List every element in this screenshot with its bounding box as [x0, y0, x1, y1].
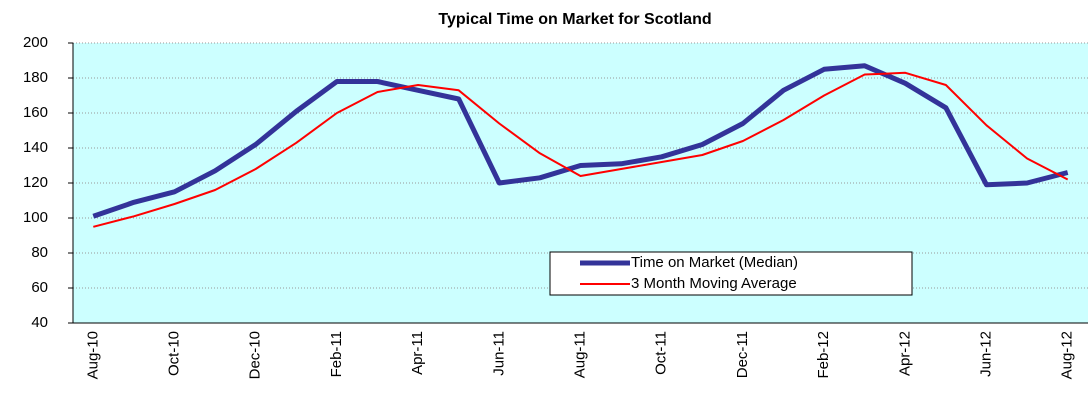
x-tick-label: Jun-11 [490, 331, 507, 376]
y-tick-label: 200 [23, 34, 48, 51]
x-tick-label: Oct-10 [165, 331, 182, 376]
y-tick-label: 40 [31, 314, 48, 331]
x-tick-label: Aug-12 [1059, 331, 1076, 379]
x-tick-label: Apr-11 [409, 331, 426, 375]
x-tick-label: Aug-11 [571, 331, 588, 378]
x-tick-label: Jun-12 [977, 331, 994, 377]
x-tick-label: Apr-12 [896, 331, 913, 376]
series-line [92, 63, 1069, 219]
y-tick-label: 80 [31, 244, 48, 261]
x-tick-label: Oct-11 [653, 331, 670, 375]
x-tick-label: Dec-11 [734, 331, 751, 378]
x-tick-label: Feb-12 [815, 331, 832, 379]
legend-label: 3 Month Moving Average [631, 275, 797, 292]
x-tick-label: Aug-10 [84, 331, 101, 379]
x-tick-label: Dec-10 [247, 331, 264, 379]
y-tick-label: 180 [23, 69, 48, 86]
legend-label: Time on Market (Median) [631, 254, 798, 271]
y-tick-label: 100 [23, 209, 48, 226]
legend-box [549, 251, 913, 296]
y-tick-label: 60 [31, 279, 48, 296]
y-tick-label: 120 [23, 174, 48, 191]
x-tick-label: Feb-11 [328, 331, 345, 377]
y-tick-label: 160 [23, 104, 48, 121]
series-line [93, 71, 1069, 228]
y-tick-label: 140 [23, 139, 48, 156]
chart-title: Typical Time on Market for Scotland [438, 11, 711, 28]
